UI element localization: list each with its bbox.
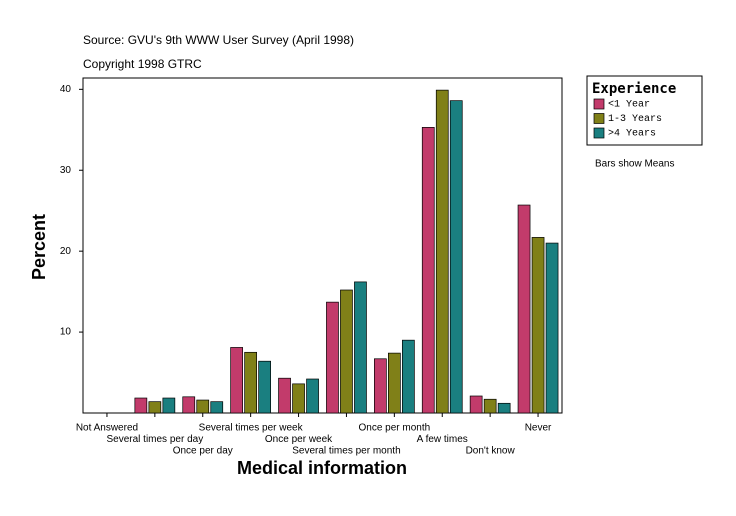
y-tick-label: 40 — [60, 84, 72, 95]
x-tick-label: Several times per month — [292, 446, 400, 457]
x-tick-label: Not Answered — [76, 423, 138, 434]
legend-swatch — [593, 127, 605, 139]
legend-label: >4 Years — [608, 129, 656, 140]
bar — [210, 401, 224, 414]
bar — [435, 89, 449, 414]
y-tick-label: 20 — [60, 246, 72, 257]
legend-swatch — [593, 98, 605, 110]
x-tick-label: Once per day — [173, 446, 233, 457]
bar — [244, 351, 257, 414]
bar — [354, 281, 367, 414]
bar — [483, 398, 497, 414]
bar — [497, 402, 511, 414]
chart-subtitle: Copyright 1998 GTRC — [83, 57, 202, 71]
bar — [402, 339, 415, 414]
x-axis-label: Medical information — [237, 458, 407, 478]
y-axis-label: Percent — [29, 214, 49, 280]
bar — [196, 399, 210, 414]
bar — [278, 377, 291, 414]
x-tick-label: Once per week — [265, 434, 333, 445]
plot-area — [82, 77, 563, 414]
legend-swatch — [593, 113, 605, 124]
bar — [374, 358, 387, 414]
bar — [326, 301, 339, 414]
y-tick-label: 10 — [60, 327, 72, 338]
bar — [545, 242, 559, 414]
legend-label: <1 Year — [608, 100, 650, 111]
chart-title: Source: GVU's 9th WWW User Survey (April… — [83, 33, 354, 47]
bar — [517, 204, 531, 414]
x-tick-label: A few times — [417, 434, 468, 445]
annotation: Bars show Means — [595, 159, 674, 170]
bar — [148, 401, 162, 414]
bar — [182, 396, 196, 414]
y-tick-label: 30 — [60, 165, 72, 176]
bar — [134, 397, 148, 414]
legend-title: Experience — [592, 81, 676, 97]
bar — [340, 289, 353, 414]
x-tick-label: Don't know — [466, 446, 516, 457]
bar — [421, 127, 435, 414]
bar — [306, 378, 319, 414]
legend-box — [586, 75, 703, 146]
bar — [292, 383, 305, 414]
bar — [449, 100, 463, 414]
legend-label: 1-3 Years — [608, 114, 662, 125]
bar — [230, 347, 243, 414]
x-tick-label: Never — [525, 423, 552, 434]
bar — [162, 397, 176, 414]
bar — [469, 395, 483, 414]
x-tick-label: Once per month — [358, 423, 430, 434]
bar — [258, 360, 271, 414]
x-tick-label: Several times per day — [106, 434, 203, 445]
bar — [531, 237, 545, 414]
x-tick-label: Several times per week — [199, 423, 304, 434]
bar — [388, 352, 401, 414]
